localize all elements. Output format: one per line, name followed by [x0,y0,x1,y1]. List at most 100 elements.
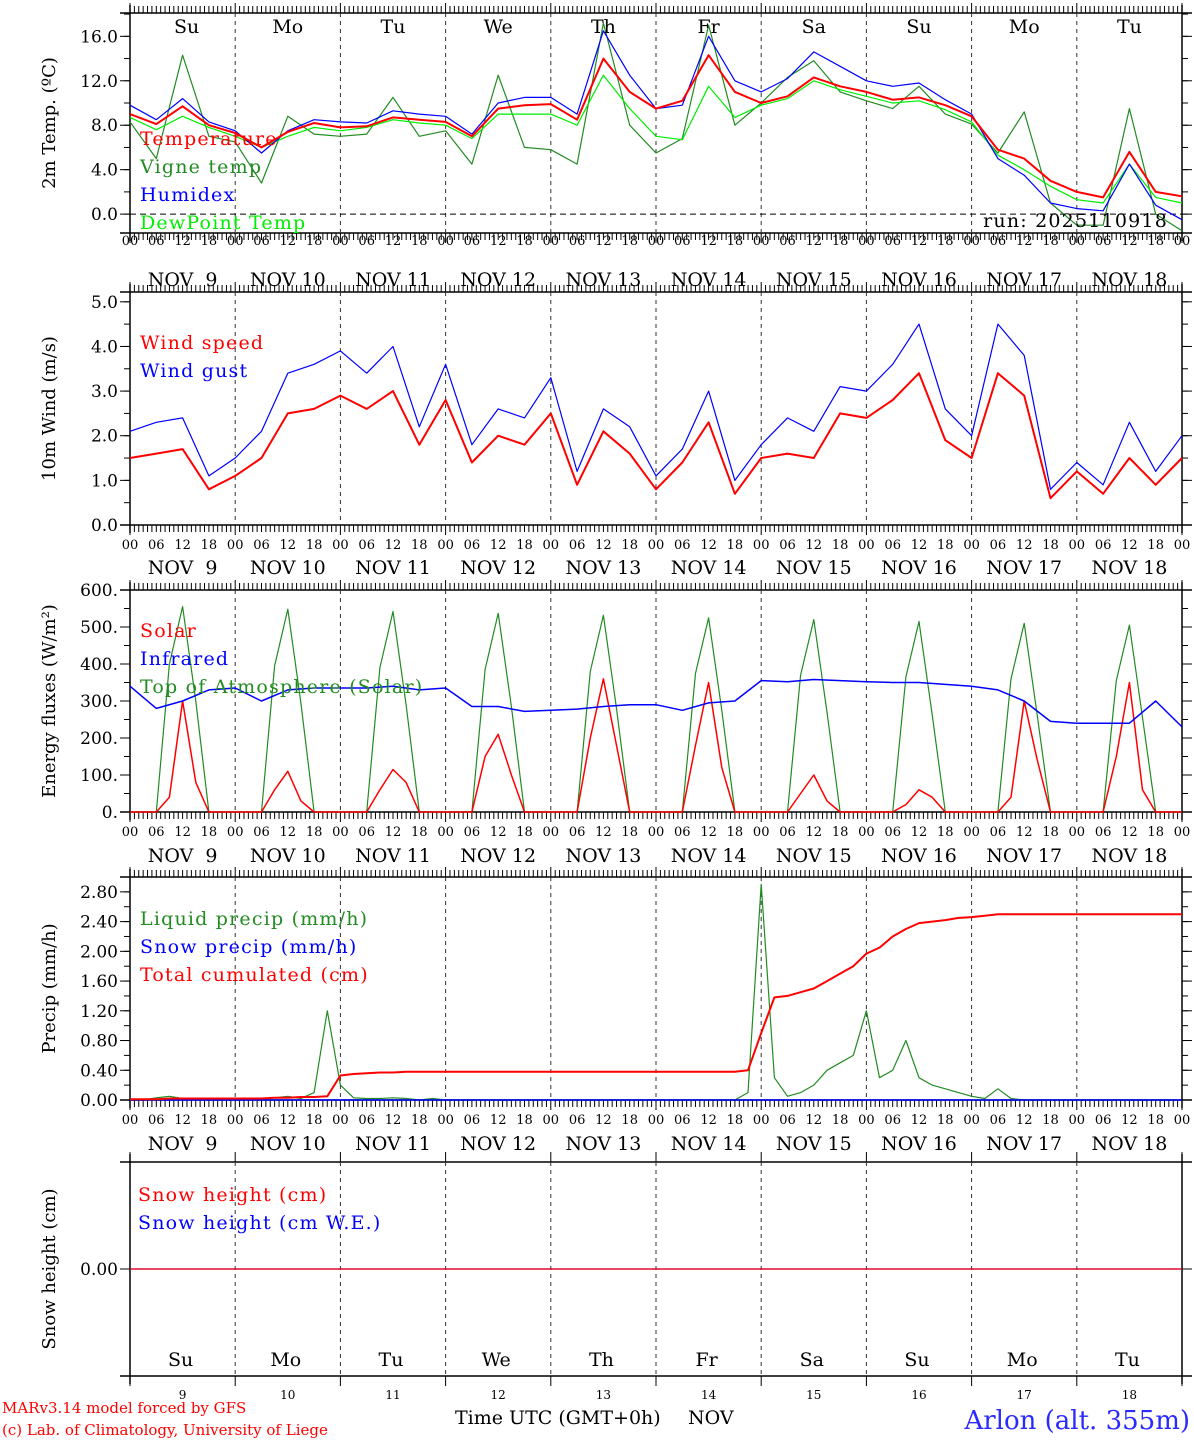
hour-label: 12 [806,1113,823,1128]
date-label: NOV 13 [565,269,641,291]
y-tick-label: 1.20 [80,1002,118,1022]
y-tick-label: 5.0 [91,293,118,313]
y-tick-label: 2.0 [91,427,118,447]
legend-entry: Wind speed [140,332,264,354]
hour-label: 00 [227,1113,244,1128]
hour-label: 12 [911,234,928,249]
hour-label: 12 [490,1113,507,1128]
total-cumulated-cm-series [130,913,1182,1101]
date-label: NOV 14 [671,557,747,579]
hour-label: 12 [1016,825,1033,840]
hour-label: 18 [832,1113,849,1128]
hour-label: 18 [306,538,323,553]
hour-label: 00 [437,1113,454,1128]
day-of-week-top: Mo [1009,16,1040,38]
hour-label: 18 [1042,538,1059,553]
hour-label: 18 [201,1113,218,1128]
hour-label: 18 [832,538,849,553]
hour-label: 12 [1121,825,1138,840]
hour-label: 00 [858,825,875,840]
day-number: 18 [1122,1388,1137,1402]
hour-label: 18 [516,825,533,840]
hour-label: 12 [911,538,928,553]
hour-label: 12 [174,538,191,553]
y-axis-label: Energy fluxes (W/m²) [39,604,60,798]
hour-label: 00 [227,825,244,840]
hour-label: 12 [174,1113,191,1128]
location-title: Arlon (alt. 355m) [963,1406,1190,1436]
hour-label: 00 [332,1113,349,1128]
day-number: 14 [701,1388,717,1402]
hour-label: 00 [1174,538,1191,553]
day-of-week-top: Su [174,16,199,38]
y-axis-label: 10m Wind (m/s) [39,336,60,481]
hour-label: 00 [1174,1113,1191,1128]
day-number: 16 [911,1388,926,1402]
hour-label: 18 [411,538,428,553]
hour-label: 06 [358,234,375,249]
y-axis-label: 2m Temp. (ºC) [39,57,60,189]
legend-entry: Snow height (cm W.E.) [138,1212,382,1234]
hour-label: 00 [963,538,980,553]
hour-label: 06 [464,825,481,840]
hour-label: 06 [990,825,1007,840]
day-number: 13 [596,1388,611,1402]
hour-label: 06 [569,1113,586,1128]
y-tick-label: 2.40 [80,913,118,933]
hour-label: 18 [727,234,744,249]
hour-label: 12 [1121,234,1138,249]
y-tick-label: 12.0 [80,72,118,92]
date-label: NOV 18 [1091,845,1167,867]
hour-label: 18 [411,825,428,840]
day-number: 12 [491,1388,506,1402]
day-of-week-top: Fr [697,16,720,38]
date-label: NOV 11 [355,1133,431,1155]
vigne-temp-series [129,22,1183,232]
hour-label: 12 [280,825,297,840]
precip-panel: 0.00 0.40 0.80 1.20 1.60 2.00 2.40 2.80 Precip (… [39,867,1192,1155]
date-label: NOV 13 [565,845,641,867]
date-label: NOV 15 [776,845,852,867]
hour-label: 06 [148,234,165,249]
hour-label: 00 [437,234,454,249]
hour-label: 06 [358,1113,375,1128]
date-label: NOV 11 [355,269,431,291]
day-of-week-bottom: Mo [1007,1349,1038,1371]
hour-label: 06 [148,1113,165,1128]
hour-label: 00 [543,1113,560,1128]
hour-label: 00 [753,234,770,249]
hour-label: 12 [1016,1113,1033,1128]
hour-label: 12 [595,1113,612,1128]
hour-label: 12 [280,234,297,249]
y-tick-label: 8.0 [91,116,118,136]
hour-label: 12 [490,538,507,553]
legend-entry: Solar [140,620,197,642]
wind-gust-series [129,323,1183,490]
date-label: NOV 15 [776,1133,852,1155]
infrared-series [129,678,1183,728]
hour-label: 18 [201,825,218,840]
hour-label: 06 [674,234,691,249]
date-label: NOV 12 [460,845,536,867]
day-of-week-bottom: Mo [270,1349,301,1371]
legend-entry: Humidex [140,184,235,206]
hour-label: 18 [516,234,533,249]
date-label: NOV 17 [986,269,1062,291]
date-label: NOV 18 [1091,557,1167,579]
hour-label: 12 [595,538,612,553]
hour-label: 18 [1042,825,1059,840]
y-tick-label: 500. [80,618,118,638]
day-of-week-top: We [484,16,513,38]
legend-entry: Wind gust [140,360,248,382]
date-label: NOV 16 [881,557,957,579]
hour-label: 00 [1174,825,1191,840]
hour-label: 06 [253,825,270,840]
day-number: 17 [1017,1388,1032,1402]
hour-label: 06 [464,538,481,553]
legend-entry: Snow precip (mm/h) [140,936,358,958]
hour-label: 12 [385,825,402,840]
hour-label: 12 [806,825,823,840]
y-tick-label: 300. [80,692,118,712]
temperature-series [129,54,1183,199]
